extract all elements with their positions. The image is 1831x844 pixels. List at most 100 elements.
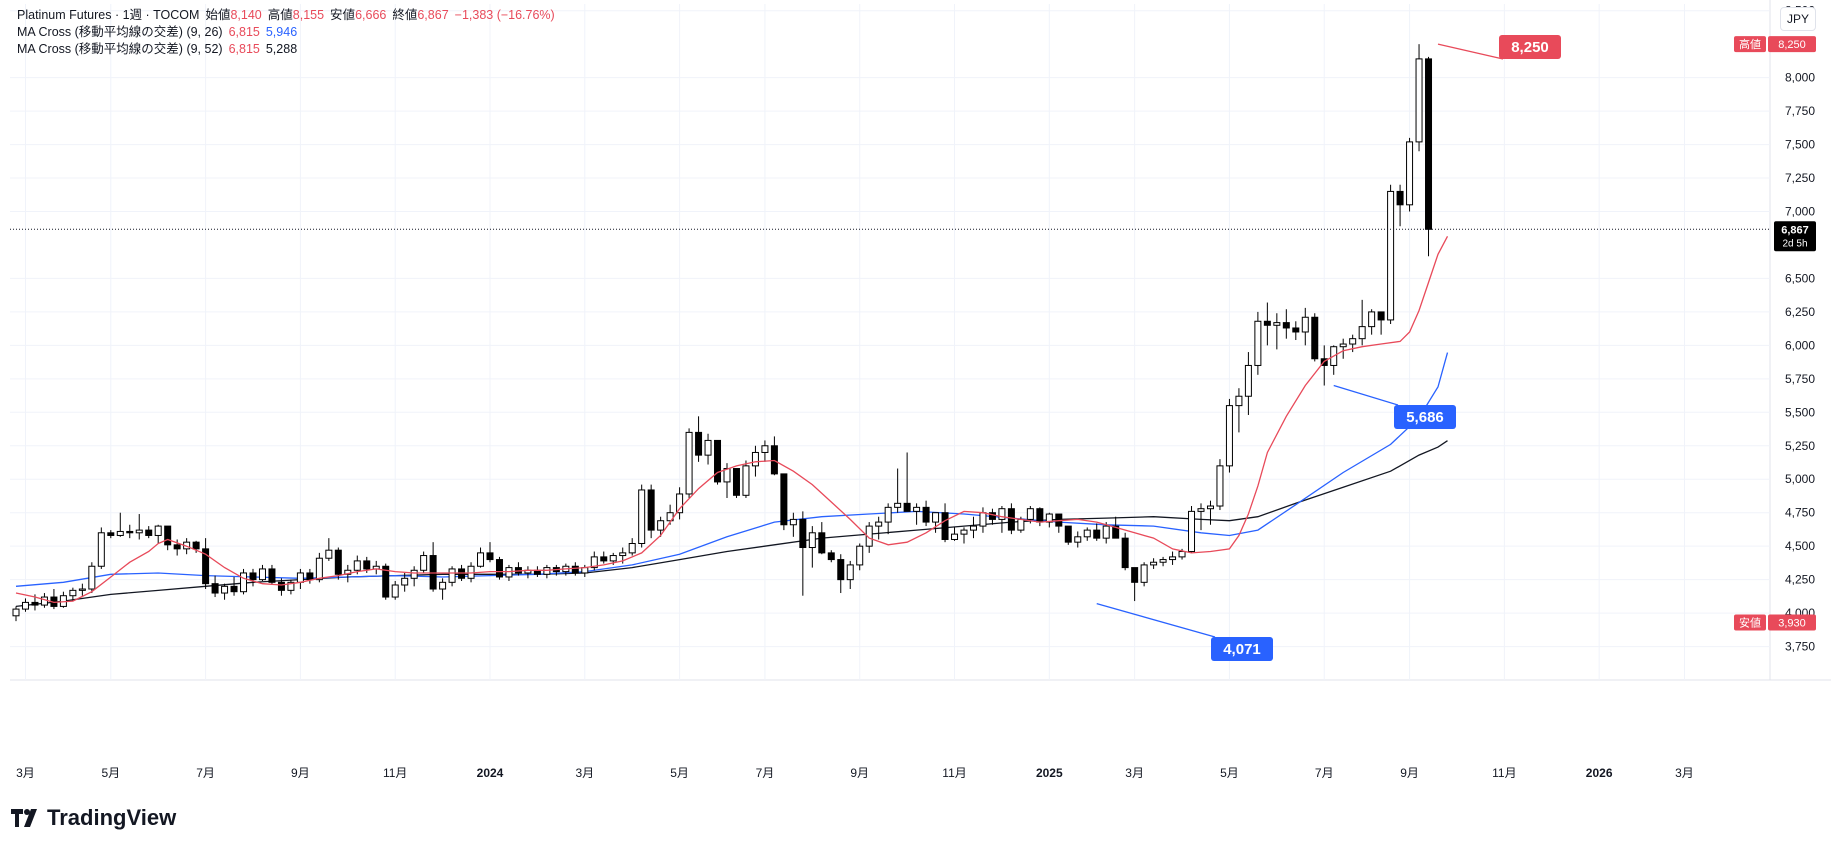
- candle: [571, 562, 579, 576]
- candle: [1415, 44, 1423, 152]
- candle: [1273, 313, 1281, 350]
- currency-button[interactable]: JPY: [1780, 7, 1816, 31]
- candle-up-body: [1244, 364, 1252, 397]
- symbol-row: Platinum Futures · 1週 · TOCOM 始値8,140 高値…: [17, 7, 555, 24]
- candle-down-body: [695, 431, 703, 456]
- candle-down-body: [647, 489, 655, 531]
- candle: [1216, 459, 1224, 511]
- candle-down-body: [571, 565, 579, 574]
- candle: [846, 560, 854, 590]
- swing-low-callout-text: 5,686: [1406, 409, 1444, 426]
- ma-cross-row-2[interactable]: MA Cross (移動平均線の交差) (9, 52) 6,815 5,288: [17, 41, 555, 58]
- candle: [88, 562, 96, 594]
- candle-up-body: [1235, 395, 1243, 407]
- candle-down-body: [429, 555, 437, 590]
- high-callout-text: 8,250: [1511, 39, 1549, 56]
- candle: [969, 516, 977, 539]
- candle: [477, 547, 485, 568]
- candle: [913, 503, 921, 525]
- candle-up-body: [97, 532, 105, 567]
- candle-down-body: [1131, 567, 1139, 583]
- candle: [533, 566, 541, 577]
- candle-up-body: [401, 577, 409, 586]
- candle-up-body: [1026, 508, 1034, 520]
- time-tick-label: 11月: [1492, 766, 1516, 780]
- candle: [988, 508, 996, 525]
- candle-down-body: [211, 583, 219, 594]
- candle: [21, 598, 29, 612]
- candle: [401, 572, 409, 592]
- candle: [676, 487, 684, 520]
- candle: [372, 560, 380, 575]
- candle-down-body: [799, 518, 807, 549]
- candle-down-body: [126, 530, 134, 534]
- ma-26-line: [15, 352, 1449, 587]
- candle: [960, 527, 968, 544]
- ohlc-low: 安値6,666: [330, 7, 386, 24]
- price-tick-label: 7,000: [1785, 205, 1815, 219]
- low-callout-text: 4,071: [1223, 641, 1261, 658]
- candle-down-body: [837, 559, 845, 581]
- candle-up-body: [1017, 518, 1025, 531]
- candle-up-body: [913, 506, 921, 512]
- high-label: 高値: [267, 8, 293, 22]
- ma-9-line: [15, 235, 1449, 604]
- candle: [1045, 512, 1053, 528]
- candle-down-body: [922, 506, 930, 523]
- candle: [951, 527, 959, 541]
- candle-up-body: [1216, 465, 1224, 507]
- candle-up-body: [676, 493, 684, 514]
- candle-up-body: [1415, 58, 1423, 143]
- last-price-value: 6,867: [1781, 224, 1809, 236]
- candle-up-body: [628, 543, 636, 554]
- candle: [1320, 345, 1328, 386]
- candle: [97, 527, 105, 569]
- candle: [1282, 309, 1290, 339]
- candle: [543, 564, 551, 579]
- candle-up-body: [638, 489, 646, 544]
- candle-up-body: [1358, 326, 1366, 340]
- candle-up-body: [951, 533, 959, 540]
- candle-down-body: [1036, 508, 1044, 523]
- ma-cross-row-1[interactable]: MA Cross (移動平均線の交差) (9, 26) 6,815 5,946: [17, 24, 555, 41]
- symbol-title[interactable]: Platinum Futures · 1週 · TOCOM: [17, 8, 200, 22]
- candle-down-body: [1282, 322, 1290, 329]
- axis-low-name: 安値: [1739, 615, 1761, 629]
- time-tick-label: 3月: [1675, 766, 1694, 780]
- time-tick-label: 11月: [383, 766, 407, 780]
- candle-down-body: [1112, 525, 1120, 539]
- tradingview-logo[interactable]: TradingView: [11, 805, 176, 831]
- high-value: 8,155: [292, 8, 325, 22]
- candle: [1292, 321, 1300, 341]
- candle-up-body: [88, 565, 96, 590]
- candle: [1406, 137, 1414, 212]
- time-tick-label: 5月: [1220, 766, 1239, 780]
- candle-up-body: [1406, 141, 1414, 206]
- ohlc-open: 始値8,140: [205, 7, 261, 24]
- candle: [1074, 531, 1082, 548]
- candle-down-body: [382, 565, 390, 598]
- time-tick-label: 3月: [16, 766, 35, 780]
- candle: [647, 484, 655, 539]
- candle-down-body: [1377, 311, 1385, 321]
- candle: [325, 538, 333, 561]
- candle: [173, 539, 181, 556]
- price-tick-label: 7,250: [1785, 171, 1815, 185]
- candle: [287, 579, 295, 595]
- candle: [685, 428, 693, 498]
- price-axis[interactable]: 3,7504,0004,2504,5004,7505,0005,2505,500…: [1785, 4, 1815, 654]
- candle-down-body: [988, 512, 996, 520]
- candle-down-body: [780, 473, 788, 526]
- candle-up-body: [657, 520, 665, 531]
- candle-down-body: [941, 512, 949, 540]
- time-axis[interactable]: 3月 5月 7月 9月 11月 2024 3月 5月 7月 9月 11月 2025 3月 5月 7月 9月 11…: [16, 766, 1694, 780]
- candle: [1150, 558, 1158, 569]
- ma2-slow-value: 5,288: [265, 42, 298, 56]
- candle: [1188, 506, 1196, 553]
- axis-high-name-bg: [1734, 36, 1766, 53]
- price-tick-label: 8,000: [1785, 71, 1815, 85]
- candle-up-body: [1188, 510, 1196, 553]
- time-tick-label: 2025: [1036, 766, 1063, 780]
- candle-up-body: [960, 529, 968, 535]
